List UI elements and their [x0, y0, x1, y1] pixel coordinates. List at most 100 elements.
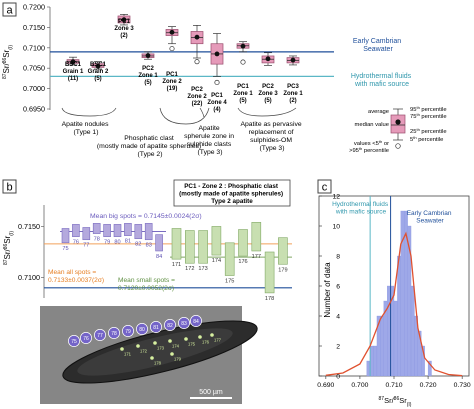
a-ytick-label-0: 0.6950: [23, 105, 45, 114]
panel-b: b PC1 - Zone 2 : Phosphatic clast (mostl…: [2, 179, 292, 404]
panel-a-box-labels: BSC1 Grain 1 (11)BSC1 Grain 2 (5) PC1 Zone 3 (2…: [63, 19, 304, 113]
box-mean-2: [121, 17, 127, 23]
b-bar-label-77: 77: [83, 243, 89, 249]
panel-a-y-label: 87Sr/86Sr(I): [2, 45, 14, 79]
b-bar-75: [61, 228, 70, 244]
b-bar-label-84: 84: [156, 254, 162, 260]
panel-c: c 0.690 0.700 0.710 0.720 0.730 0 2 4 6 8 10 12 Hyd…: [317, 179, 471, 408]
sem-small-spot-label-2: 173: [157, 346, 165, 351]
box-mean-1: [95, 63, 101, 69]
legend-outlier: [395, 143, 401, 149]
b-bar-79: [103, 224, 111, 237]
boxplot-2: [117, 13, 131, 26]
b-bar-176: [238, 229, 248, 257]
sem-big-spot-1: [94, 329, 106, 341]
c-xtick-label-4: 0.730: [454, 382, 471, 389]
sem-spots: 76 77 78 79 80 81 82 83 84 171 172 173 174 175 176 177 1…: [68, 315, 222, 366]
hist-bar-10: [400, 210, 405, 377]
box-label-0: BSC1 Grain 1 (11): [63, 62, 84, 82]
seawater-label: Early Cambrian Seawater: [353, 38, 403, 53]
box-mean-0: [70, 59, 76, 65]
panel-c-sea-label: Early Cambrian Seawater: [407, 210, 454, 225]
sem-small-spot-label-1: 172: [140, 349, 148, 354]
box-label-5: PC2 Zone 2 (22): [187, 87, 207, 107]
sem-small-spot-label-5: 176: [202, 340, 210, 345]
sem-small-spot-4: [184, 337, 188, 341]
sem-big-spot-label-3: 79: [125, 329, 131, 335]
b-bar-84: [155, 234, 163, 252]
sem-big-spot-label-4: 80: [139, 327, 145, 333]
hist-bar-6: [387, 285, 391, 377]
legend-p25-label: 25th percentile: [410, 127, 447, 136]
box-label-6: PC1 Zone 4 (4): [207, 93, 227, 113]
sem-small-spot-3: [168, 339, 172, 343]
legend-outlier-label-2: >95th percentile: [349, 146, 389, 155]
a-ytick-label-2: 0.7050: [23, 64, 45, 73]
sem-small-spot-7: [150, 356, 154, 360]
panel-b-header-box: [173, 179, 291, 207]
b-ytick-label-0: 0.7150: [18, 222, 40, 231]
boxplot-9: [286, 55, 300, 66]
c-ytick-label-4: 8: [336, 254, 340, 261]
box-mean-4: [169, 29, 175, 35]
sem-big-spot-3: [122, 325, 134, 337]
group-label-type3a: Apatite spherule zone in sulphide clasts…: [184, 125, 236, 156]
sem-big-spot-0: [80, 332, 92, 344]
sem-small-spot-8: [170, 352, 174, 356]
b-bar-81: [124, 223, 132, 236]
sem-small-spot-1: [136, 344, 140, 348]
sem-small-spot-6: [210, 333, 214, 337]
c-ytick-label-3: 6: [336, 284, 340, 291]
panel-a: a 0.6950 0.7000 0.7050 0.7100 0.7150 0.7200 8…: [2, 2, 447, 158]
legend-mean-dot: [395, 119, 401, 125]
boxplot-3: [141, 51, 155, 60]
b-bar-83: [144, 223, 153, 241]
b-bar-174: [211, 226, 222, 256]
b-bar-label-178: 178: [265, 296, 274, 302]
sem-small-spot-label-7: 178: [154, 361, 162, 366]
group-label-type2: Phosphatic clast (mostly made of apatite…: [97, 135, 203, 158]
sem-big-spot-label-8: 84: [193, 319, 199, 325]
b-bar-label-174: 174: [212, 258, 221, 264]
b-bar-label-175: 175: [225, 279, 234, 285]
c-xtick-label-3: 0.720: [420, 382, 437, 389]
b-bar-label-79: 79: [104, 240, 110, 246]
a-ytick-label-5: 0.7200: [23, 3, 45, 12]
hist-bar-17: [427, 360, 432, 377]
b-bar-178: [264, 251, 275, 294]
boxplot-legend: average median value 95th percentile 75t…: [349, 105, 447, 155]
b-bar-label-82: 82: [135, 242, 141, 248]
panel-a-label-box: a: [2, 2, 17, 17]
panel-a-boxes: [66, 13, 300, 86]
sem-small-spot-5: [198, 335, 202, 339]
b-bar-77: [82, 227, 91, 241]
sem-big-spot-4: [136, 323, 148, 335]
a-ytick-label-4: 0.7150: [23, 23, 45, 32]
hist-bar-4: [380, 315, 384, 377]
box-mean-7: [240, 43, 246, 49]
panel-a-group-braces: [61, 107, 297, 125]
sem-small-spot-label-4: 175: [188, 342, 196, 347]
sem-image: 76 77 78 79 80 81 82 83 84 171 172 173 174 175 176 177 1…: [40, 306, 258, 404]
sem-big-spot-75: [68, 335, 80, 347]
b-bar-175: [224, 242, 235, 276]
sem-big-spot-7: [178, 317, 190, 329]
b-bar-label-76: 76: [73, 240, 79, 246]
hist-bar-13: [410, 285, 415, 377]
sem-big-spot-6: [164, 319, 176, 331]
panel-b-y-label: 87Sr/86Sr(I): [3, 231, 15, 265]
panel-c-label-box: c: [317, 179, 332, 194]
c-ytick-label-1: 2: [336, 344, 340, 351]
box-label-9: PC3 Zone 1 (2): [283, 84, 303, 104]
hist-bar-16: [421, 345, 425, 377]
a-ytick-label-3: 0.7100: [23, 43, 45, 52]
b-bar-label-75: 75: [62, 246, 68, 252]
boxplot-6: [210, 33, 224, 86]
box-label-3: PC2 Zone 1 (5): [138, 66, 158, 86]
sem-big-spot-5: [150, 321, 162, 333]
sem-big-spot-label-75: 75: [71, 339, 77, 345]
scale-bar-label: 500 µm: [199, 389, 223, 396]
hist-bar-9: [397, 255, 401, 377]
b-bar-173: [198, 230, 208, 264]
box-label-8: PC2 Zone 3 (5): [258, 84, 278, 104]
